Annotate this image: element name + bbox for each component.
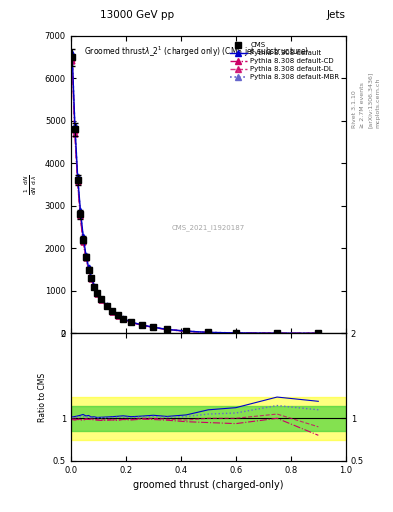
Text: Rivet 3.1.10: Rivet 3.1.10 (352, 90, 357, 128)
Y-axis label: Ratio to CMS: Ratio to CMS (38, 373, 47, 421)
Text: ≥ 2.7M events: ≥ 2.7M events (360, 82, 365, 128)
Text: Jets: Jets (327, 10, 346, 20)
Text: mcplots.cern.ch: mcplots.cern.ch (375, 78, 380, 128)
Bar (71, 406, 346, 431)
X-axis label: groomed thrust (charged-only): groomed thrust (charged-only) (133, 480, 283, 490)
Text: CMS_2021_I1920187: CMS_2021_I1920187 (172, 224, 245, 231)
Text: 13000 GeV pp: 13000 GeV pp (101, 10, 174, 20)
Legend: CMS, Pythia 8.308 default, Pythia 8.308 default-CD, Pythia 8.308 default-DL, Pyt: CMS, Pythia 8.308 default, Pythia 8.308 … (227, 39, 342, 83)
Y-axis label: $\frac{1}{\mathrm{d}N}\,\frac{\mathrm{d}N}{\mathrm{d}\,\lambda}$: $\frac{1}{\mathrm{d}N}\,\frac{\mathrm{d}… (23, 174, 39, 195)
Text: Groomed thrust$\lambda$_2$^1$ (charged only) (CMS jet substructure): Groomed thrust$\lambda$_2$^1$ (charged o… (84, 45, 310, 59)
Text: [arXiv:1306.3436]: [arXiv:1306.3436] (367, 72, 373, 128)
Bar (71, 397, 346, 439)
